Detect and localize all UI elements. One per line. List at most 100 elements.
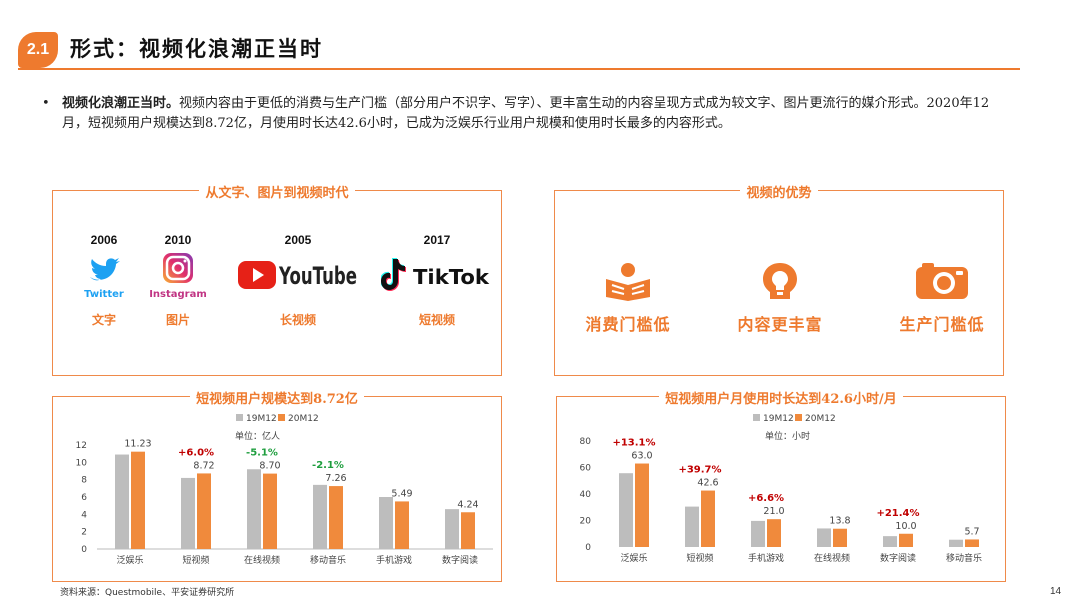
category-label: 手机游戏 [748, 552, 784, 564]
source-note: 资料来源：Questmobile、平安证券研究所 [60, 588, 235, 598]
user-scale-chart-panel: 短视频用户规模达到8.72亿 19M12 20M12 单位：亿人 0 2 4 6 8 10 12 1… [52, 392, 502, 582]
unit-label: 单位：亿人 [235, 430, 280, 442]
advantage-label: 消费门槛低 [585, 315, 671, 334]
advantage-item-content: 内容更丰富 [725, 261, 835, 335]
y-tick-label: 2 [81, 528, 87, 538]
y-tick-label: 0 [81, 545, 87, 555]
y-tick-label: 80 [580, 437, 592, 447]
data-label: 63.0 [631, 451, 652, 462]
advantages-panel-title: 视频的优势 [555, 182, 1003, 201]
bar-19M12 [181, 477, 195, 549]
growth-label: +6.0% [178, 447, 214, 458]
bar-19M12 [115, 454, 129, 549]
camera-icon [916, 263, 968, 299]
page-title: 形式：视频化浪潮正当时 [70, 36, 323, 61]
growth-label: -5.1% [246, 448, 278, 459]
timeline-year: 2005 [284, 233, 312, 247]
usage-time-bar-chart: 19M12 20M12 单位：小时 0 20 40 60 80 63.0 +13.1% 泛娱乐 42.… [580, 414, 982, 564]
data-label: 5.7 [964, 526, 979, 537]
category-label: 移动音乐 [946, 552, 982, 564]
chart-title: 短视频用户月使用时长达到42.6小时/月 [557, 388, 1005, 407]
growth-label: +21.4% [876, 508, 919, 519]
growth-label: +39.7% [678, 465, 721, 476]
instagram-logo-icon: Instagram [149, 253, 207, 300]
bar-20M12 [635, 463, 649, 547]
legend-label: 19M12 [246, 414, 277, 424]
category-label: 泛娱乐 [620, 552, 647, 564]
bullet-lead: 视频化浪潮正当时。 [62, 96, 180, 111]
growth-label: +13.1% [612, 438, 655, 449]
bar-19M12 [247, 469, 261, 549]
twitter-wordmark: Twitter [84, 289, 124, 299]
y-tick-label: 60 [580, 464, 592, 474]
category-label: 短视频 [182, 554, 209, 566]
bar-19M12 [313, 484, 327, 549]
timeline-item-tiktok: 2017 TikTok 短视频 [380, 233, 493, 328]
timeline-category: 长视频 [279, 313, 316, 327]
youtube-logo-icon: YouTube [238, 261, 357, 290]
category-label: 短视频 [686, 552, 713, 564]
bar-19M12 [883, 536, 897, 547]
timeline-category: 图片 [165, 313, 190, 327]
data-label: 8.70 [259, 461, 280, 472]
bullet-marker: • [42, 96, 50, 111]
category-label: 在线视频 [814, 552, 850, 564]
bar-20M12 [767, 519, 781, 547]
timeline-item-instagram: 2010 Instagram 图片 [141, 233, 215, 328]
user-scale-bar-chart: 19M12 20M12 单位：亿人 0 2 4 6 8 10 12 11.23 泛娱乐 8.72 +6.0… [76, 414, 493, 566]
bullet-text: 视频内容由于更低的消费与生产门槛（部分用户不识字、写字）、更丰富生动的内容呈现方… [62, 96, 990, 131]
data-label: 13.8 [829, 516, 850, 527]
data-label: 21.0 [763, 506, 784, 517]
tiktok-logo-icon: TikTok [380, 258, 490, 291]
category-label: 手机游戏 [376, 554, 412, 566]
legend-swatch [753, 414, 760, 421]
category-label: 在线视频 [244, 554, 280, 566]
data-label: 11.23 [124, 439, 151, 450]
legend-swatch [795, 414, 802, 421]
bar-19M12 [445, 509, 459, 549]
bar-19M12 [619, 473, 633, 547]
summary-bullet: • 视频化浪潮正当时。视频内容由于更低的消费与生产门槛（部分用户不识字、写字）、… [42, 94, 1012, 134]
advantage-label: 生产门槛低 [899, 315, 985, 334]
timeline-item-twitter: 2006 Twitter 文字 [78, 233, 130, 328]
timeline-category: 文字 [91, 313, 116, 327]
bar-20M12 [197, 473, 211, 549]
bar-20M12 [263, 473, 277, 549]
data-label: 42.6 [697, 478, 718, 489]
category-label: 移动音乐 [310, 554, 346, 566]
bar-20M12 [899, 533, 913, 547]
timeline-category: 短视频 [418, 313, 455, 327]
timeline-year: 2010 [164, 233, 192, 247]
timeline-panel: 从文字、图片到视频时代 2006 Twitter 文字 2010 Instagr… [52, 186, 502, 376]
instagram-wordmark: Instagram [149, 289, 207, 299]
timeline-year: 2017 [423, 233, 451, 247]
legend-swatch [236, 414, 243, 421]
advantage-label: 内容更丰富 [737, 315, 823, 334]
tiktok-wordmark: TikTok [413, 265, 490, 289]
growth-label: +6.6% [748, 493, 784, 504]
y-tick-label: 12 [76, 441, 87, 451]
category-label: 数字阅读 [442, 554, 478, 566]
section-number-badge: 2.1 [18, 32, 58, 68]
lightbulb-head-icon [763, 263, 797, 299]
data-label: 5.49 [391, 488, 412, 499]
bar-20M12 [131, 451, 145, 549]
reading-person-icon [606, 263, 650, 301]
bar-20M12 [833, 528, 847, 547]
unit-label: 单位：小时 [765, 430, 810, 442]
data-label: 10.0 [895, 521, 916, 532]
y-tick-label: 20 [580, 517, 592, 527]
legend-label: 19M12 [763, 414, 794, 424]
advantage-item-production: 生产门槛低 [887, 261, 997, 335]
bar-20M12 [701, 490, 715, 547]
chart-title: 短视频用户规模达到8.72亿 [53, 388, 501, 407]
growth-label: -2.1% [312, 460, 344, 471]
y-tick-label: 0 [585, 543, 591, 553]
legend-swatch [278, 414, 285, 421]
bar-20M12 [965, 539, 979, 547]
title-divider [18, 68, 1020, 70]
category-label: 数字阅读 [880, 552, 916, 564]
y-tick-label: 4 [81, 510, 87, 520]
page-number: 14 [1050, 586, 1062, 597]
bar-20M12 [329, 486, 343, 549]
